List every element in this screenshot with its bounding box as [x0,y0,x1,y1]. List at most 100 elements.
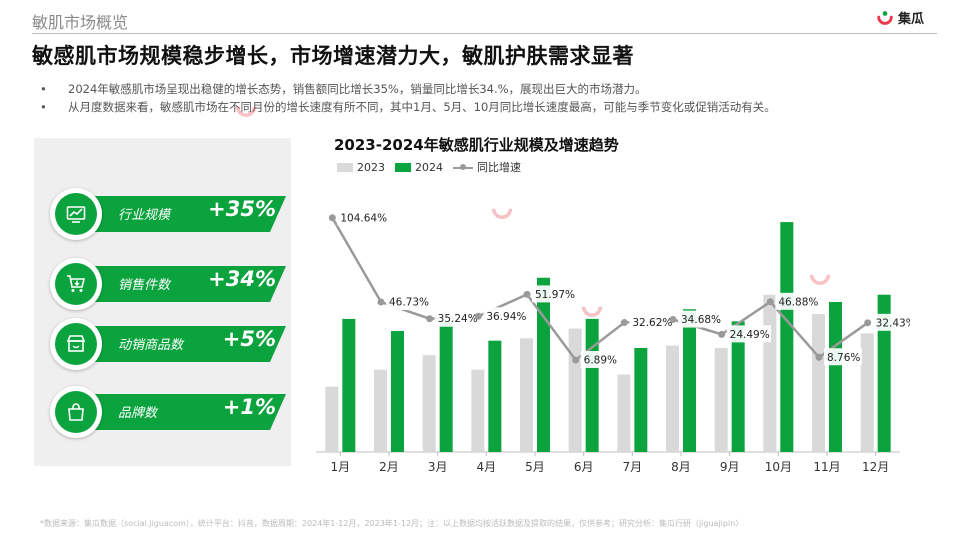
growth-data-label: 6.89% [584,354,617,366]
page-title: 敏感肌市场规模稳步增长，市场增速潜力大，敏肌护肤需求显著 [32,44,634,68]
legend-item-2023: 2023 [337,161,385,174]
kpi-label: 动销商品数 [118,338,184,353]
bar-2024 [634,347,648,452]
x-tick-label: 10月 [765,460,792,474]
growth-point [523,290,531,298]
data-label-bg [824,348,862,366]
kpi-icon-badge [50,386,102,438]
bar-2023 [422,355,436,452]
x-tick-label: 4月 [477,460,497,474]
summary-bullets: 2024年敏感肌市场呈现出稳健的增长态势，销售额同比增长35%，销量同比增长34… [40,80,930,116]
x-tick-label: 2月 [379,460,399,474]
x-tick-label: 8月 [671,460,691,474]
bar-2024 [488,340,502,452]
growth-data-label: 34.68% [681,314,721,326]
kpi-label: 品牌数 [118,406,158,421]
growth-data-label: 32.62% [632,317,672,329]
data-label-bg [386,293,431,311]
legend-label: 2024 [415,160,443,174]
bar-2023 [714,347,728,452]
bar-2023 [374,369,387,452]
trend-chart-icon [66,206,86,223]
bar-2024 [537,277,550,452]
bag-icon [68,403,84,421]
bar-2023 [763,294,777,452]
legend-label: 2023 [357,160,385,174]
growth-point [474,312,482,320]
data-label-bg [337,208,389,226]
kpi-label: 行业规模 [118,208,171,223]
x-tick-label: 11月 [813,460,840,474]
bar-2023 [325,386,339,452]
store-icon [66,335,86,352]
section-title: 敏肌市场概览 [32,13,129,32]
bar-2023 [812,314,825,452]
kpi-value: +34% [208,267,276,291]
x-tick-label: 7月 [623,460,643,474]
growth-point [718,330,726,338]
data-label-bg [483,307,528,325]
growth-data-label: 32.43% [876,317,910,329]
combo-chart: 1月 2月 3月 4月 5月 6月 7月 8月 9月 10月 11月 12月 104.64% 46.73%… [316,208,910,474]
growth-point [328,214,336,222]
growth-point [426,315,434,323]
data-label-bg [726,325,772,343]
kpi-tag [86,326,286,362]
bullet-item: 从月度数据来看，敏感肌市场在不同月份的增长速度有所不同，其中1月、5月、10月同… [40,98,930,116]
chart-title: 2023-2024年敏感肌行业规模及增速趋势 [334,136,619,154]
legend-item-growth: 同比增速 [453,159,521,175]
bar-2023 [568,328,582,452]
growth-data-label: 51.97% [535,289,575,301]
x-tick-label: 5月 [525,460,545,474]
growth-point [620,319,628,327]
bar-2023 [666,345,679,452]
growth-point [766,298,774,306]
kpi-icon-badge [50,188,102,240]
x-tick-label: 6月 [574,460,594,474]
data-label-bg [532,285,577,303]
bar-2024 [391,331,404,452]
data-source-footnote: *数据来源：集瓜数据（social.jiguacom），统计平台：抖音，数据周期… [40,519,744,528]
data-label-bg [872,313,910,331]
kpi-value: +1% [222,395,276,419]
logo-text: 集瓜 [897,12,924,27]
growth-data-label: 46.88% [778,296,818,308]
data-label-bg [678,310,723,328]
bar-2023 [860,333,874,452]
bar-2024 [683,309,696,452]
x-tick-label: 3月 [428,460,448,474]
watermark-logo-icon [581,306,603,317]
x-tick-label: 9月 [720,460,740,474]
kpi-industry-scale: 行业规模 +35% [50,188,300,240]
bar-2023 [617,374,631,452]
growth-data-label: 104.64% [340,212,387,224]
bar-2023 [471,369,485,452]
data-label-bg [580,350,619,368]
growth-point [377,298,385,306]
watermark-logo-icon [491,208,513,219]
bar-2024 [780,222,794,452]
legend-swatch-2023 [337,162,353,172]
kpi-brand-count: 品牌数 +1% [50,386,300,438]
growth-point [669,316,677,324]
kpi-icon-badge [50,258,102,310]
kpi-active-products: 动销商品数 +5% [50,318,300,370]
kpi-tag [86,196,286,232]
growth-point [815,353,823,361]
kpi-value: +5% [222,327,276,351]
logo-icon [877,10,893,25]
brand-logo: 集瓜 [876,8,924,27]
bullet-item: 2024年敏感肌市场呈现出稳健的增长态势，销售额同比增长35%，销量同比增长34… [40,80,930,98]
kpi-sales-units: 销售件数 +34% [50,258,300,310]
header-divider [32,33,937,34]
legend-swatch-2024 [395,162,411,172]
bar-2024 [585,318,599,452]
growth-data-label: 35.24% [438,313,478,325]
bar-2024 [829,301,842,452]
growth-line [331,217,869,362]
growth-point [864,319,872,327]
data-label-bg [434,309,480,327]
growth-data-label: 8.76% [827,352,860,364]
kpi-tag [86,266,286,302]
kpi-icon-badge [50,318,102,370]
